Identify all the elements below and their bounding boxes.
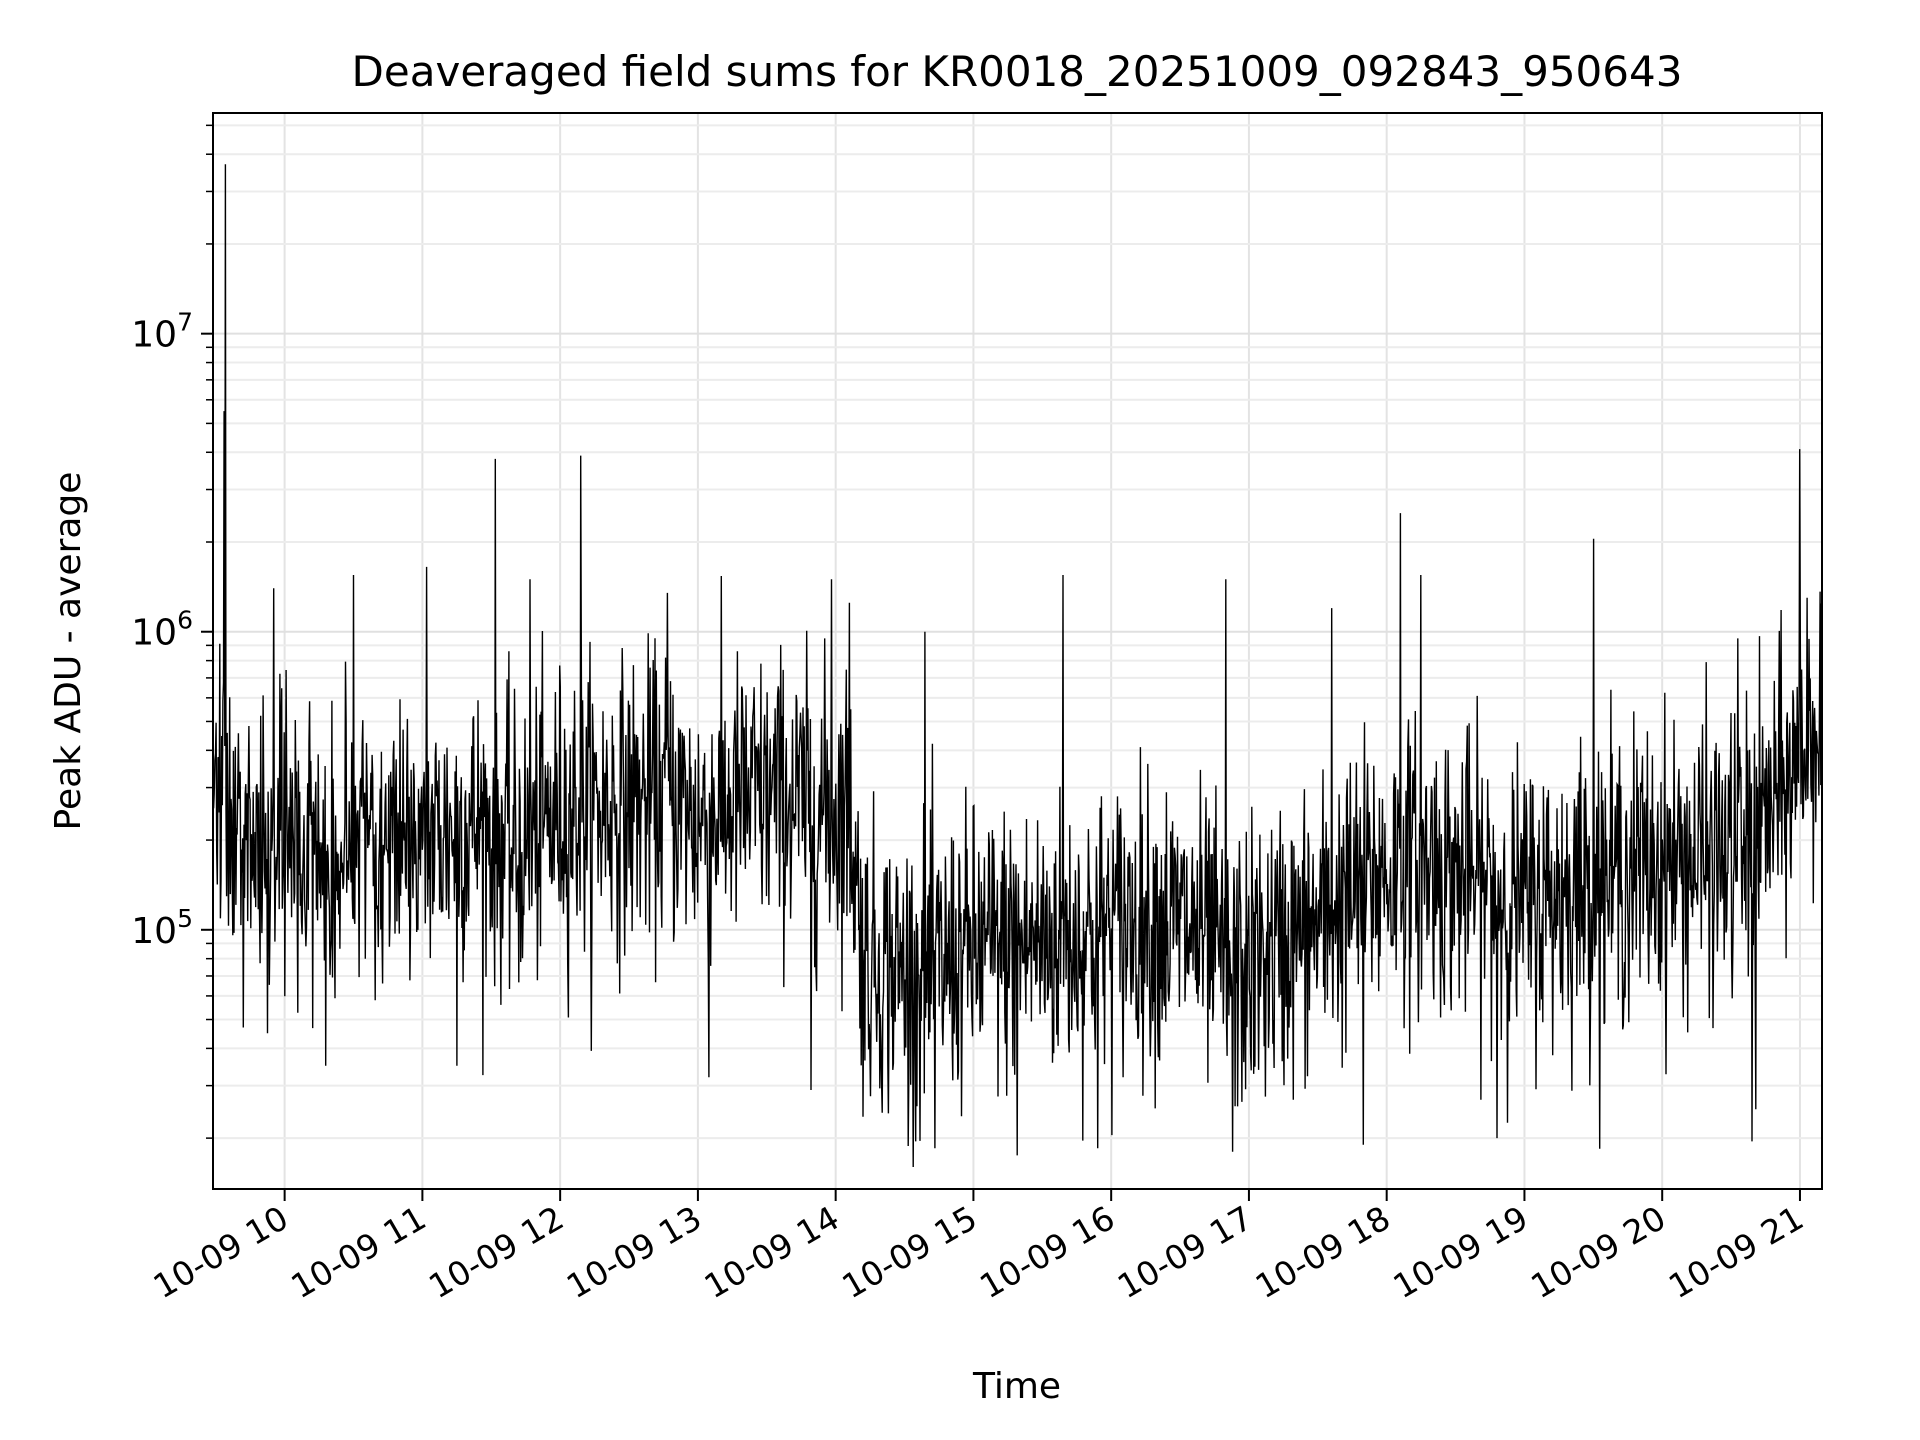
series-line [212, 164, 1823, 1168]
y-tick-exponent: 7 [177, 308, 193, 337]
y-tick-exponent: 6 [177, 606, 193, 635]
plot-area [212, 164, 1823, 1168]
y-tick-label: 107 [131, 308, 193, 356]
y-axis-label: Peak ADU - average [48, 472, 89, 831]
y-tick-exponent: 5 [177, 904, 193, 933]
y-tick-base: 10 [131, 613, 177, 654]
y-tick-label: 105 [131, 904, 193, 952]
y-tick-base: 10 [131, 315, 177, 356]
x-axis-label: Time [972, 1366, 1061, 1407]
chart-title: Deaveraged field sums for KR0018_2025100… [352, 47, 1683, 96]
axes-frame [212, 112, 1823, 1190]
y-tick-label: 106 [131, 606, 193, 654]
y-tick-base: 10 [131, 911, 177, 952]
